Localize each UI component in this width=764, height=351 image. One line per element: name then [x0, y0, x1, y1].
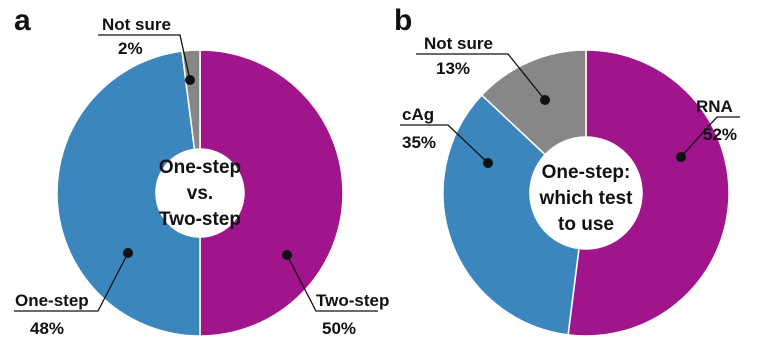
- slice-value-label: 52%: [703, 125, 737, 144]
- leader-line: [416, 53, 546, 101]
- center-text-line: vs.: [187, 183, 213, 204]
- slice-label: cAg: [402, 105, 434, 124]
- leader-dot: [185, 75, 195, 85]
- slice-value-label: 2%: [118, 39, 143, 58]
- center-text-line: Two-step: [159, 209, 241, 230]
- slice-value-label: 50%: [322, 319, 356, 338]
- donut-chart-b: One-step: which test to use b RNA 52% cAg 35% No…: [394, 4, 740, 337]
- leader-dot: [123, 248, 133, 258]
- slice-label: Two-step: [316, 291, 389, 310]
- leader-dot: [282, 250, 292, 260]
- leader-dot: [483, 158, 493, 168]
- slice-value-label: 48%: [30, 319, 64, 338]
- center-text-line: One-step: [159, 157, 241, 178]
- leader-dot: [676, 152, 686, 162]
- panel-label: a: [14, 4, 31, 37]
- leader-line: [400, 124, 489, 164]
- slice-label: Not sure: [424, 34, 493, 53]
- leader-line: [680, 116, 740, 158]
- slice-value-label: 13%: [436, 59, 470, 78]
- center-text-line: to use: [558, 214, 614, 235]
- leader-line: [286, 254, 378, 312]
- donut-hole: [156, 149, 244, 237]
- center-text-line: which test: [539, 188, 634, 209]
- slice-label: One-step: [15, 291, 89, 310]
- center-text-line: One-step:: [542, 162, 631, 183]
- slice-label: RNA: [696, 97, 733, 116]
- panel-label: b: [394, 4, 412, 37]
- donut-hole: [530, 137, 642, 249]
- donut-chart-a: One-step vs. Two-step a Two-step 50% One-step 4…: [14, 4, 389, 338]
- leader-dot: [540, 95, 550, 105]
- slice-label: Not sure: [102, 15, 171, 34]
- leader-line: [14, 252, 129, 312]
- leader-line: [98, 34, 191, 81]
- slice-value-label: 35%: [402, 133, 436, 152]
